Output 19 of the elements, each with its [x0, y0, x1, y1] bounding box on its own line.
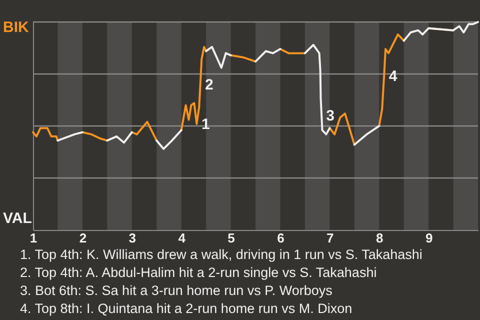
- x-tick-label: 5: [228, 230, 235, 246]
- text: 1. Top 4th: K. Williams drew a walk, driving in 1 run vs S. Takahashi: [20, 246, 424, 264]
- annotation: 3: [326, 108, 334, 125]
- text: 3. Bot 6th: S. Sa hit a 3-run home run vs P. Worboys: [20, 282, 334, 300]
- x-tick-label: 8: [376, 230, 384, 246]
- annotation: 2: [204, 76, 214, 94]
- x-tick-label: 2: [79, 230, 87, 246]
- text: VAL: [3, 210, 32, 227]
- text: BIK: [3, 19, 29, 36]
- x-tick-label: 9: [425, 230, 433, 246]
- x-tick-label: 4: [178, 230, 186, 246]
- x-tick-label: 3: [128, 230, 136, 246]
- x-tick-label: 1: [30, 230, 38, 246]
- x-tick-label: 7: [326, 230, 334, 246]
- text: 4. Top 8th: I. Quintana hit a 2-run home run vs M. Dixon: [20, 300, 354, 318]
- x-tick-label: 6: [277, 230, 284, 246]
- annotation: 1: [201, 116, 210, 133]
- annotation: 4: [388, 68, 398, 86]
- text: 2. Top 4th: A. Abdul-Halim hit a 2-run single vs S. Takahashi: [20, 264, 378, 282]
